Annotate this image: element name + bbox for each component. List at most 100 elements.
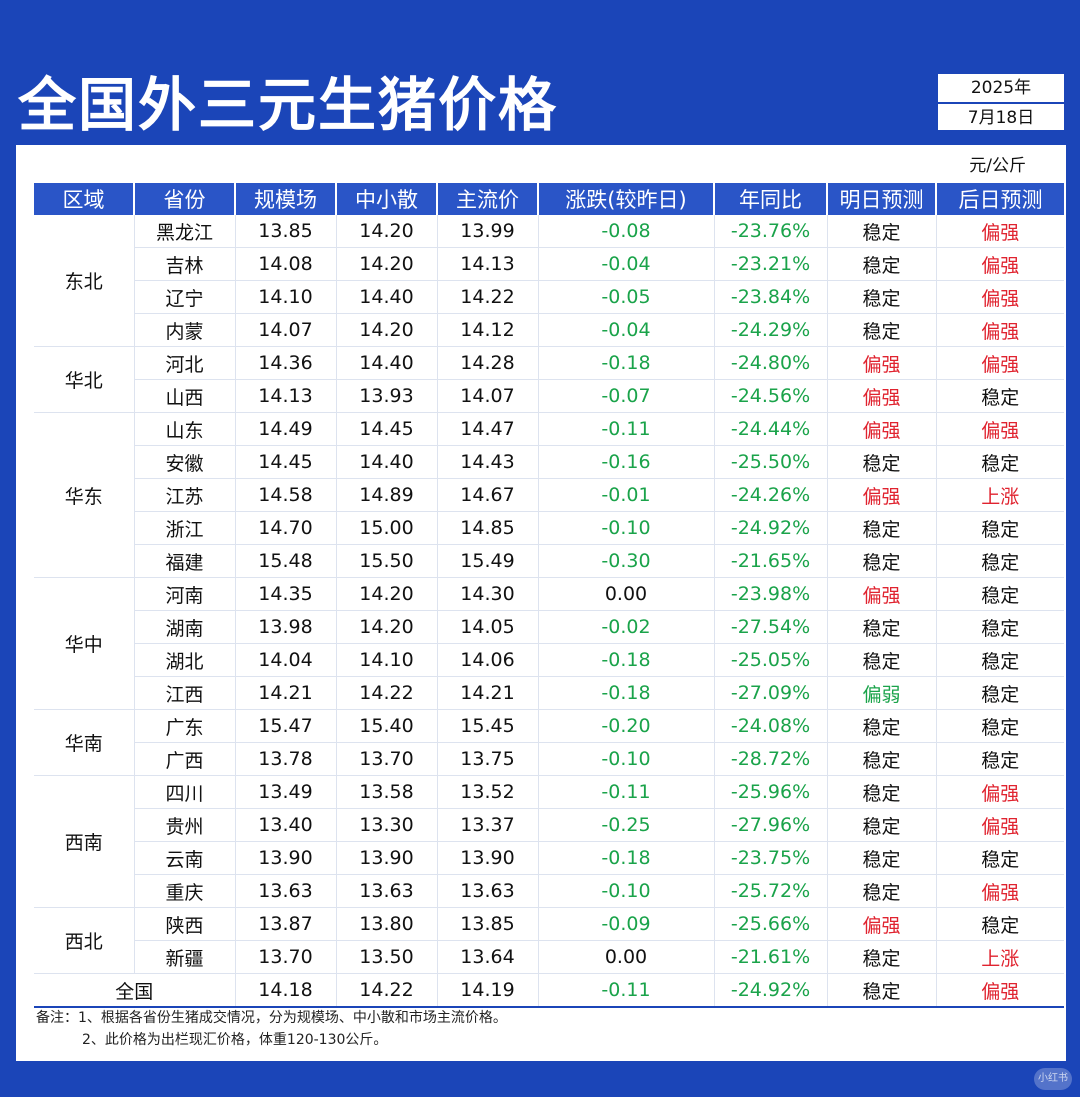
scale-cell: 13.78 bbox=[235, 742, 337, 776]
small-cell: 14.10 bbox=[336, 643, 438, 677]
region-cell: 华北 bbox=[34, 346, 135, 413]
region-cell: 西南 bbox=[34, 775, 135, 908]
small-cell: 13.63 bbox=[336, 874, 438, 908]
small-cell: 15.00 bbox=[336, 511, 438, 545]
province-cell: 江苏 bbox=[134, 478, 236, 512]
after-cell: 稳定 bbox=[936, 709, 1064, 743]
tomorrow-cell: 稳定 bbox=[827, 643, 937, 677]
province-cell: 湖南 bbox=[134, 610, 236, 644]
small-cell: 14.40 bbox=[336, 346, 438, 380]
yoy-cell: -28.72% bbox=[714, 742, 828, 776]
yoy-cell: -24.44% bbox=[714, 412, 828, 446]
table-row: 山西 14.13 13.93 14.07 -0.07 -24.56% 偏强 稳定 bbox=[34, 379, 1064, 413]
yoy-cell: -27.96% bbox=[714, 808, 828, 842]
yoy-cell: -27.54% bbox=[714, 610, 828, 644]
change-cell: -0.07 bbox=[538, 379, 715, 413]
table-row: 重庆 13.63 13.63 13.63 -0.10 -25.72% 稳定 偏强 bbox=[34, 874, 1064, 908]
table-row: 吉林 14.08 14.20 14.13 -0.04 -23.21% 稳定 偏强 bbox=[34, 247, 1064, 281]
table-row: 华南 广东 15.47 15.40 15.45 -0.20 -24.08% 稳定 稳定 bbox=[34, 709, 1064, 776]
region-cell: 华东 bbox=[34, 412, 135, 578]
change-cell: -0.18 bbox=[538, 346, 715, 380]
date-day: 7月18日 bbox=[967, 108, 1035, 128]
unit-label: 元/公斤 bbox=[969, 156, 1026, 176]
tomorrow-cell: 稳定 bbox=[827, 874, 937, 908]
after-cell: 偏强 bbox=[936, 775, 1064, 809]
scale-cell: 14.49 bbox=[235, 412, 337, 446]
small-cell: 13.80 bbox=[336, 907, 438, 941]
tomorrow-cell: 稳定 bbox=[827, 215, 937, 248]
after-cell: 上涨 bbox=[936, 478, 1064, 512]
table-row: 江苏 14.58 14.89 14.67 -0.01 -24.26% 偏强 上涨 bbox=[34, 478, 1064, 512]
table-row: 华北 河北 14.36 14.40 14.28 -0.18 -24.80% 偏强 偏强 bbox=[34, 346, 1064, 413]
small-cell: 14.22 bbox=[336, 676, 438, 710]
province-cell: 广西 bbox=[134, 742, 236, 776]
main-cell: 13.85 bbox=[437, 907, 539, 941]
tomorrow-cell: 稳定 bbox=[827, 610, 937, 644]
after-cell: 上涨 bbox=[936, 940, 1064, 974]
after-cell: 偏强 bbox=[936, 313, 1064, 347]
watermark-badge: 小红书 bbox=[1034, 1068, 1072, 1090]
small-cell: 14.45 bbox=[336, 412, 438, 446]
region-cell: 华中 bbox=[34, 577, 135, 710]
change-cell: -0.18 bbox=[538, 643, 715, 677]
total-row: 全国 14.18 14.22 14.19 -0.11 -24.92% 稳定 偏强 bbox=[34, 973, 1064, 1008]
province-cell: 吉林 bbox=[134, 247, 236, 281]
yoy-cell: -25.72% bbox=[714, 874, 828, 908]
change-cell: 0.00 bbox=[538, 940, 715, 974]
change-cell: -0.09 bbox=[538, 907, 715, 941]
table-row: 浙江 14.70 15.00 14.85 -0.10 -24.92% 稳定 稳定 bbox=[34, 511, 1064, 545]
province-cell: 江西 bbox=[134, 676, 236, 710]
yoy-cell: -25.05% bbox=[714, 643, 828, 677]
total-yoy-cell: -24.92% bbox=[714, 973, 828, 1008]
yoy-cell: -23.84% bbox=[714, 280, 828, 314]
main-cell: 13.90 bbox=[437, 841, 539, 875]
main-cell: 15.49 bbox=[437, 544, 539, 578]
scale-cell: 14.36 bbox=[235, 346, 337, 380]
tomorrow-cell: 偏强 bbox=[827, 478, 937, 512]
total-small-cell: 14.22 bbox=[336, 973, 438, 1008]
small-cell: 14.20 bbox=[336, 610, 438, 644]
after-cell: 稳定 bbox=[936, 544, 1064, 578]
small-cell: 14.40 bbox=[336, 280, 438, 314]
change-cell: -0.30 bbox=[538, 544, 715, 578]
change-cell: -0.05 bbox=[538, 280, 715, 314]
tomorrow-cell: 稳定 bbox=[827, 709, 937, 743]
province-cell: 黑龙江 bbox=[134, 215, 236, 248]
yoy-cell: -24.26% bbox=[714, 478, 828, 512]
tomorrow-cell: 偏强 bbox=[827, 577, 937, 611]
province-cell: 陕西 bbox=[134, 907, 236, 941]
yoy-cell: -24.08% bbox=[714, 709, 828, 743]
main-cell: 14.67 bbox=[437, 478, 539, 512]
after-cell: 偏强 bbox=[936, 874, 1064, 908]
small-cell: 13.70 bbox=[336, 742, 438, 776]
province-cell: 广东 bbox=[134, 709, 236, 743]
tomorrow-cell: 稳定 bbox=[827, 313, 937, 347]
change-cell: -0.18 bbox=[538, 841, 715, 875]
total-tomorrow-cell: 稳定 bbox=[827, 973, 937, 1008]
yoy-cell: -25.66% bbox=[714, 907, 828, 941]
yoy-cell: -23.76% bbox=[714, 215, 828, 248]
small-cell: 13.58 bbox=[336, 775, 438, 809]
scale-cell: 13.70 bbox=[235, 940, 337, 974]
province-cell: 四川 bbox=[134, 775, 236, 809]
tomorrow-cell: 稳定 bbox=[827, 742, 937, 776]
date-box: 2025年 7月18日 bbox=[936, 72, 1066, 132]
region-cell: 西北 bbox=[34, 907, 135, 974]
main-cell: 14.47 bbox=[437, 412, 539, 446]
region-cell: 华南 bbox=[34, 709, 135, 776]
province-cell: 内蒙 bbox=[134, 313, 236, 347]
price-table: 区域 省份 规模场 中小散 主流价 涨跌(较昨日) 年同比 明日预测 后日预测 东北 黑龙江 13.… bbox=[34, 183, 1064, 1008]
column-header: 中小散 bbox=[336, 183, 438, 215]
scale-cell: 14.10 bbox=[235, 280, 337, 314]
scale-cell: 13.98 bbox=[235, 610, 337, 644]
after-cell: 稳定 bbox=[936, 742, 1064, 776]
after-cell: 稳定 bbox=[936, 379, 1064, 413]
column-header: 明日预测 bbox=[827, 183, 937, 215]
main-cell: 13.63 bbox=[437, 874, 539, 908]
after-cell: 偏强 bbox=[936, 412, 1064, 446]
column-header: 区域 bbox=[34, 183, 135, 215]
total-change-cell: -0.11 bbox=[538, 973, 715, 1008]
yoy-cell: -27.09% bbox=[714, 676, 828, 710]
tomorrow-cell: 稳定 bbox=[827, 511, 937, 545]
tomorrow-cell: 偏强 bbox=[827, 346, 937, 380]
